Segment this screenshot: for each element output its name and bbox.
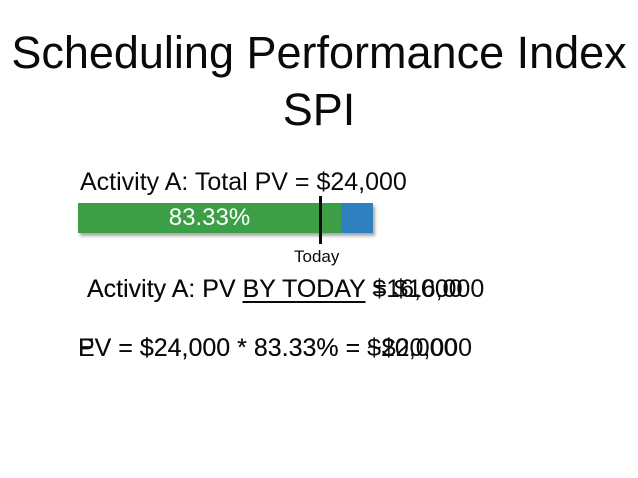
activity-total-pv-text: Activity A: Total PV = $24,000 bbox=[80, 168, 407, 196]
pv-by-today-layer-b: Activity A: PV BY TODAY $16,000 bbox=[87, 275, 463, 304]
slide-title: Scheduling Performance Index SPI bbox=[0, 24, 638, 138]
pv-by-today-b-suffix: $16,000 bbox=[365, 275, 463, 303]
pv-progress-bar: 83.33% bbox=[78, 203, 373, 233]
pv-by-today-layer-a: Activity A: PV BY TODAY = $16,000 bbox=[87, 275, 484, 304]
bar-remaining-segment bbox=[341, 203, 373, 233]
bar-completed-segment: 83.33% bbox=[78, 203, 341, 233]
pv-by-today-a-prefix: Activity A: PV bbox=[87, 275, 243, 303]
pv-by-today-b-underlined: BY TODAY bbox=[242, 275, 366, 303]
pv-by-today-b-prefix: Activity A: PV bbox=[87, 275, 243, 303]
today-label: Today bbox=[294, 247, 340, 266]
pv-by-today-a-suffix: = $16,000 bbox=[365, 275, 485, 303]
title-line-1: Scheduling Performance Index bbox=[11, 27, 627, 78]
bar-percent-label: 83.33% bbox=[168, 204, 251, 231]
title-line-2: SPI bbox=[282, 84, 356, 135]
pv-by-today-a-underlined: BY TODAY bbox=[242, 275, 366, 303]
today-marker-line bbox=[319, 196, 322, 244]
ev-calc-layer-b: PV = $24,000 * 83.33% = $20,000 bbox=[78, 334, 458, 362]
ev-calc-layer-a: EV = $24,000 * 83.33% = ~$20,000 bbox=[78, 334, 473, 362]
